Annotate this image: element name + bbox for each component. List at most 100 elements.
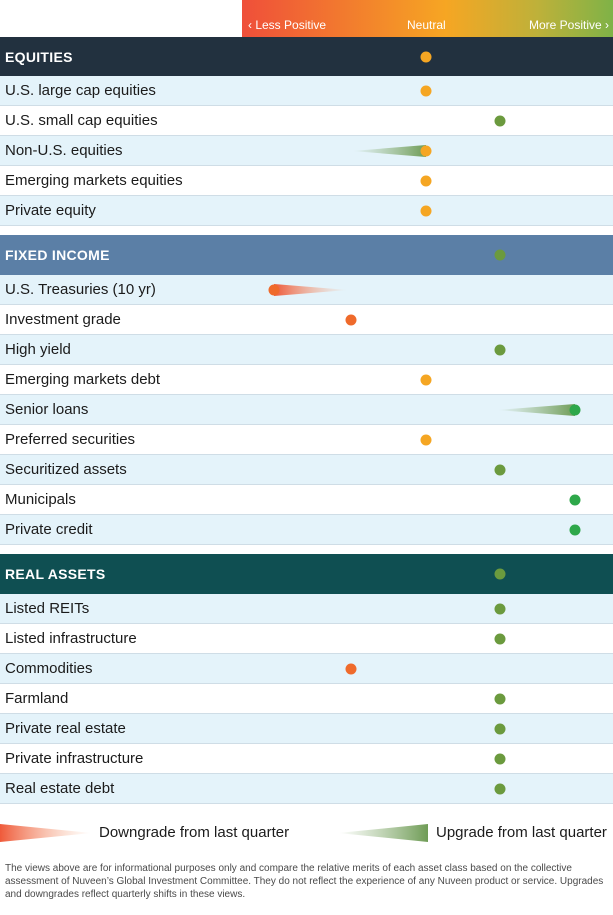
asset-label: Private equity <box>5 202 96 219</box>
section-header-real-assets <box>0 554 613 594</box>
legend-downgrade-swatch <box>0 824 92 842</box>
table-row <box>0 136 613 166</box>
footnote: The views above are for informational pu… <box>5 863 604 900</box>
legend-upgrade-label: Upgrade from last quarter <box>436 824 607 841</box>
row-divider <box>0 424 613 425</box>
table-row <box>0 425 613 455</box>
table-row <box>0 106 613 136</box>
less-positive-label: ‹ Less Positive <box>248 18 327 32</box>
table-row <box>0 654 613 684</box>
rating-dot <box>420 175 432 187</box>
section-title-real-assets: REAL ASSETS <box>5 566 106 582</box>
row-divider <box>0 225 613 226</box>
asset-label: Private real estate <box>5 720 126 737</box>
legend-shapes <box>0 824 428 842</box>
row-divider <box>0 304 613 305</box>
section-title-equities: EQUITIES <box>5 49 73 65</box>
row-divider <box>0 105 613 106</box>
table-row <box>0 365 613 395</box>
table-row <box>0 684 613 714</box>
asset-label: Preferred securities <box>5 431 136 448</box>
rating-dot <box>420 374 432 386</box>
asset-label: Municipals <box>5 491 76 508</box>
upgrade-trail <box>497 404 575 416</box>
table-row <box>0 485 613 515</box>
asset-label: Senior loans <box>5 401 89 418</box>
asset-label: High yield <box>5 341 71 358</box>
table-row <box>0 335 613 365</box>
rating-dot <box>494 753 506 765</box>
asset-label: Farmland <box>5 690 69 707</box>
row-divider <box>0 623 613 624</box>
asset-label: Private credit <box>5 521 93 538</box>
legend-upgrade-swatch <box>338 824 428 842</box>
row-divider <box>0 653 613 654</box>
rating-dot <box>345 314 357 326</box>
table-row <box>0 166 613 196</box>
rating-dot <box>569 404 581 416</box>
downgrade-trail <box>274 284 348 296</box>
row-divider <box>0 803 613 804</box>
rating-dot <box>494 693 506 705</box>
row-divider <box>0 683 613 684</box>
table-row <box>0 76 613 106</box>
section-header-equities <box>0 37 613 77</box>
table-row <box>0 196 613 226</box>
sentiment-scale-bar: ‹ Less Positive Neutral More Positive › <box>242 0 613 37</box>
rating-dot <box>494 633 506 645</box>
rating-dot <box>494 603 506 615</box>
rating-dot <box>420 85 432 97</box>
rating-dot <box>569 524 581 536</box>
asset-label: Emerging markets equities <box>5 172 183 189</box>
legend-downgrade-label: Downgrade from last quarter <box>99 824 290 841</box>
row-divider <box>0 165 613 166</box>
rating-dot <box>494 464 506 476</box>
row-divider <box>0 394 613 395</box>
section-dot-fixed-income <box>494 249 506 261</box>
section-dot-real-assets <box>494 568 506 580</box>
asset-label: Emerging markets debt <box>5 371 161 388</box>
asset-label: Securitized assets <box>5 461 127 478</box>
neutral-label: Neutral <box>407 18 446 32</box>
section-title-fixed-income: FIXED INCOME <box>5 247 110 263</box>
row-divider <box>0 454 613 455</box>
rating-dot <box>420 145 432 157</box>
upgrade-trail <box>352 145 426 157</box>
rating-dot <box>494 344 506 356</box>
asset-label: Investment grade <box>5 311 121 328</box>
rating-dot <box>569 494 581 506</box>
row-divider <box>0 544 613 545</box>
row-divider <box>0 713 613 714</box>
row-divider <box>0 743 613 744</box>
table-row <box>0 744 613 774</box>
table-row <box>0 515 613 545</box>
section-header-fixed-income <box>0 235 613 275</box>
table-row <box>0 594 613 624</box>
rating-dot <box>345 663 357 675</box>
row-divider <box>0 364 613 365</box>
rating-dot <box>494 723 506 735</box>
asset-label: Listed REITs <box>5 600 90 617</box>
section-dot-equities <box>420 51 432 63</box>
table-row <box>0 624 613 654</box>
asset-label: U.S. small cap equities <box>5 112 158 129</box>
asset-label: Private infrastructure <box>5 750 144 767</box>
table-row <box>0 714 613 744</box>
rating-dot <box>494 783 506 795</box>
row-divider <box>0 773 613 774</box>
table-row <box>0 305 613 335</box>
row-divider <box>0 135 613 136</box>
rating-dot <box>268 284 280 296</box>
asset-label: U.S. Treasuries (10 yr) <box>5 281 156 298</box>
table-row <box>0 774 613 804</box>
asset-label: U.S. large cap equities <box>5 82 156 99</box>
row-divider <box>0 484 613 485</box>
more-positive-label: More Positive › <box>528 18 609 32</box>
table-row <box>0 455 613 485</box>
rating-dot <box>494 115 506 127</box>
asset-label: Real estate debt <box>5 780 115 797</box>
rating-dot <box>420 434 432 446</box>
row-divider <box>0 195 613 196</box>
row-divider <box>0 514 613 515</box>
